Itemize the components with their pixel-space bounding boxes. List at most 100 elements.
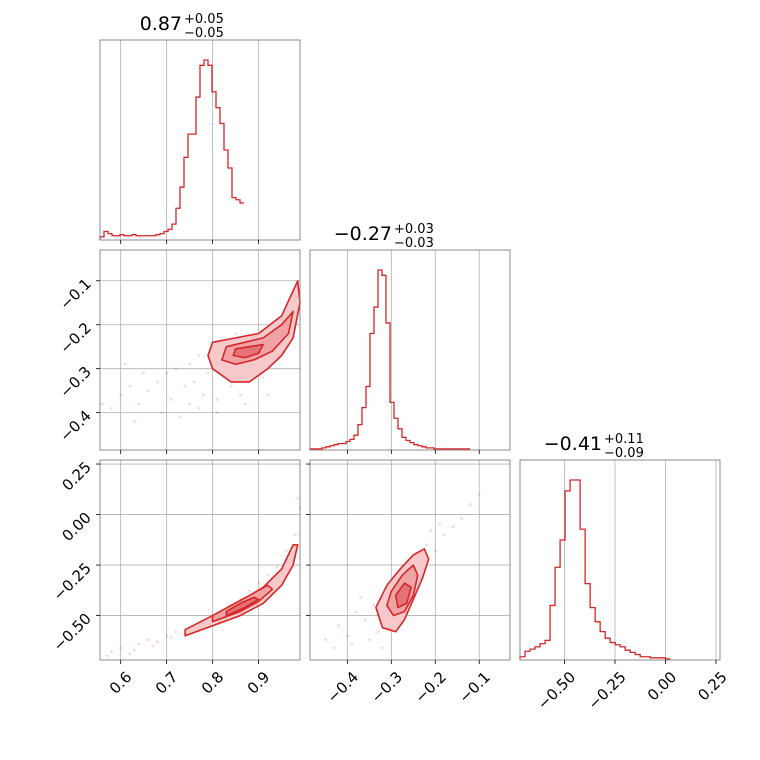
sample-point <box>183 384 187 388</box>
title-minus-1: −0.03 <box>394 236 434 251</box>
sample-point <box>238 393 242 397</box>
sample-point <box>128 384 132 388</box>
y-tick-label: 0.00 <box>58 509 94 545</box>
sample-point <box>105 654 109 658</box>
sample-point <box>137 642 141 646</box>
y-tick-label: −0.25 <box>50 559 95 604</box>
sample-point <box>363 618 367 621</box>
scatter-panel-0-2 <box>99 459 302 661</box>
sample-point <box>284 549 288 553</box>
sample-point <box>179 415 182 419</box>
axes-frame <box>309 459 511 661</box>
sample-point <box>337 624 340 628</box>
sample-point <box>119 393 123 397</box>
sample-point <box>359 595 362 599</box>
title-median-1: −0.27 <box>334 223 392 245</box>
contour-level-2 <box>232 343 264 359</box>
y-tick-label: −0.50 <box>50 610 95 655</box>
sample-point <box>433 549 437 553</box>
sample-point <box>123 362 127 366</box>
contour-level-2 <box>225 596 260 617</box>
title-median-0: 0.87 <box>140 13 182 35</box>
sample-point <box>469 503 472 506</box>
sample-point <box>192 380 196 384</box>
sample-point <box>119 646 123 650</box>
sample-point <box>376 630 380 634</box>
axes-frame <box>99 459 301 661</box>
sample-point <box>425 543 428 547</box>
sample-point <box>137 402 141 406</box>
sample-point <box>215 398 219 401</box>
title-plus-2: +0.11 <box>604 432 644 447</box>
sample-point <box>243 402 247 406</box>
title-plus-0: +0.05 <box>184 12 224 27</box>
sample-point <box>367 638 371 642</box>
sample-point <box>275 565 279 569</box>
histogram-0 <box>99 59 244 240</box>
sample-point <box>174 367 178 371</box>
title-minus-0: −0.05 <box>184 26 224 41</box>
sample-point <box>323 638 327 642</box>
title-minus-2: −0.09 <box>604 446 644 461</box>
sample-point <box>169 636 173 640</box>
sample-point <box>110 650 113 654</box>
y-tick-label: 0.25 <box>58 458 94 494</box>
contour-level-0 <box>184 544 299 637</box>
sample-point <box>100 402 104 406</box>
sample-point <box>165 634 169 638</box>
sample-point <box>296 496 300 500</box>
axes-frame <box>309 249 511 451</box>
sample-point <box>350 642 354 646</box>
sample-point <box>345 634 349 638</box>
sample-point <box>372 604 376 607</box>
sample-point <box>146 638 150 642</box>
hist-panel-0 <box>99 39 301 241</box>
hist-panel-1 <box>309 249 511 451</box>
sample-point <box>151 644 155 648</box>
sample-point <box>133 648 136 652</box>
contour-level-2 <box>394 582 412 609</box>
sample-point <box>188 362 192 366</box>
sample-point <box>442 533 446 537</box>
sample-point <box>429 529 433 533</box>
sample-point <box>156 380 159 384</box>
sample-point <box>332 646 336 650</box>
histogram-2 <box>519 479 671 660</box>
axes-frame <box>99 39 301 241</box>
x-tick-label: 0.8 <box>198 668 228 698</box>
sample-point <box>160 411 164 415</box>
sample-point <box>266 573 270 577</box>
sample-point <box>460 517 464 520</box>
sample-point <box>174 630 178 634</box>
axes-frame <box>99 249 301 451</box>
sample-point <box>165 371 169 375</box>
sample-point <box>206 371 210 375</box>
x-tick-label: −0.1 <box>455 668 493 706</box>
sample-point <box>133 420 136 423</box>
sample-point <box>294 533 297 537</box>
x-tick-label: −0.2 <box>412 668 450 706</box>
sample-point <box>477 492 481 496</box>
sample-point <box>257 581 261 585</box>
sample-point <box>381 646 384 650</box>
sample-point <box>266 393 270 397</box>
sample-point <box>188 402 192 406</box>
sample-point <box>261 376 265 379</box>
sample-point <box>229 384 233 388</box>
scatter-panel-1-2 <box>309 459 511 661</box>
sample-point <box>354 610 358 613</box>
x-tick-label: −0.25 <box>584 668 629 713</box>
sample-point <box>215 411 219 415</box>
sample-point <box>197 354 201 357</box>
histogram-1 <box>309 269 470 450</box>
sample-point <box>142 371 146 375</box>
sample-point <box>146 389 150 393</box>
sample-point <box>169 398 173 401</box>
sample-point <box>438 523 442 527</box>
sample-point <box>451 525 455 529</box>
y-tick-label: −0.3 <box>56 363 94 401</box>
y-tick-label: −0.1 <box>56 275 94 313</box>
x-tick-label: 0.00 <box>644 668 680 704</box>
title-plus-1: +0.03 <box>394 222 434 237</box>
